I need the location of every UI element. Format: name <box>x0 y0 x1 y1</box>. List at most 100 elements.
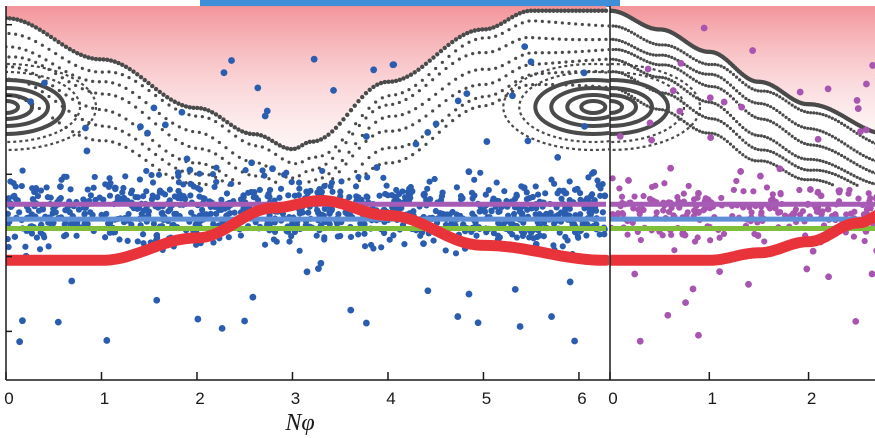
scatter-point <box>474 319 482 327</box>
orbit-dot <box>154 152 158 157</box>
orbit-dot <box>7 55 11 59</box>
orbit-dot <box>480 95 484 99</box>
scatter-point <box>81 220 88 227</box>
separatrix-dot <box>48 34 54 40</box>
orbit-dot <box>384 103 388 107</box>
orbit-dot <box>477 104 481 109</box>
orbit-dot <box>71 97 75 101</box>
orbit-dot <box>354 142 358 146</box>
separatrix-dot <box>495 23 500 29</box>
separatrix-dot <box>348 108 354 113</box>
orbit-dot <box>57 121 61 125</box>
scatter-point <box>19 317 26 325</box>
orbit-dot <box>710 84 714 89</box>
scatter-point <box>155 171 163 178</box>
separatrix-dot <box>367 87 372 93</box>
orbit-dot <box>787 172 791 176</box>
orbit-dot <box>97 80 101 84</box>
separatrix-dot <box>176 101 181 106</box>
scatter-point <box>562 210 569 217</box>
orbit-dot <box>184 128 188 132</box>
scatter-point <box>248 159 256 167</box>
scatter-point <box>56 196 63 203</box>
scatter-point <box>664 311 672 319</box>
scatter-point <box>259 167 266 174</box>
orbit-dot <box>514 80 518 84</box>
scatter-point <box>851 208 858 215</box>
orbit-dot <box>220 179 224 183</box>
scatter-point <box>175 187 182 195</box>
orbit-dot <box>633 45 637 50</box>
orbit-dot <box>467 40 471 44</box>
scatter-point <box>196 170 203 177</box>
orbit-dot <box>454 77 458 81</box>
orbit-dot <box>160 98 164 103</box>
scatter-point <box>127 190 135 197</box>
orbit-dot <box>722 66 726 70</box>
orbit-dot <box>735 148 739 152</box>
scatter-point <box>362 319 370 327</box>
scatter-point <box>566 196 573 204</box>
orbit-dot <box>451 61 455 66</box>
orbit-dot <box>793 175 797 179</box>
orbit-dot <box>100 92 104 96</box>
separatrix-dot <box>161 92 166 97</box>
scatter-point <box>210 220 217 228</box>
orbit-dot <box>94 91 98 95</box>
orbit-dot <box>427 97 431 102</box>
orbit-dot <box>633 66 637 70</box>
orbit-dot <box>227 161 231 165</box>
orbit-dot <box>611 47 615 52</box>
orbit-dot <box>648 73 652 78</box>
scatter-point <box>420 240 427 248</box>
separatrix-dot <box>603 8 609 13</box>
separatrix-dot <box>465 30 470 36</box>
scatter-point <box>220 69 228 77</box>
orbit-dot <box>337 170 341 174</box>
orbit-dot <box>858 164 862 168</box>
scatter-point <box>590 168 598 176</box>
separatrix-dot <box>168 97 174 102</box>
scatter-point <box>44 194 51 201</box>
orbit-dot <box>870 181 875 185</box>
orbit-dot <box>790 173 794 177</box>
scatter-point <box>587 211 595 218</box>
island-orbit <box>6 98 20 115</box>
orbit-dot <box>762 89 766 93</box>
orbit-dot <box>407 110 411 114</box>
orbit-dot <box>744 128 748 132</box>
orbit-dot <box>111 110 115 114</box>
orbit-dot <box>768 90 773 94</box>
scatter-point <box>585 174 592 181</box>
orbit-dot <box>657 75 662 79</box>
scatter-point <box>733 177 740 185</box>
orbit-dot <box>697 129 702 133</box>
orbit-dot <box>64 70 68 74</box>
orbit-dot <box>846 178 850 183</box>
orbit-dot <box>254 174 258 178</box>
orbit-dot <box>414 83 418 87</box>
orbit-dot <box>648 61 652 65</box>
orbit-dot <box>870 170 875 174</box>
orbit-dot <box>700 82 705 86</box>
orbit-dot <box>20 56 24 60</box>
scatter-point <box>660 207 667 214</box>
scatter-point <box>527 58 535 66</box>
orbit-dot <box>51 62 55 66</box>
scatter-point <box>218 196 225 203</box>
orbit-dot <box>833 136 838 140</box>
orbit-dot <box>387 146 391 150</box>
orbit-dot <box>354 122 358 126</box>
orbit-dot <box>577 38 581 42</box>
orbit-dot <box>200 147 204 151</box>
scatter-point <box>556 229 563 236</box>
orbit-dot <box>37 106 41 111</box>
orbit-dot <box>818 168 822 173</box>
orbit-dot <box>594 48 598 53</box>
orbit-dot <box>87 68 91 73</box>
separatrix-dot <box>558 8 564 13</box>
separatrix-dot <box>255 132 260 137</box>
orbit-dot <box>821 179 825 183</box>
orbit-dot <box>620 48 624 53</box>
orbit-dot <box>713 85 717 89</box>
